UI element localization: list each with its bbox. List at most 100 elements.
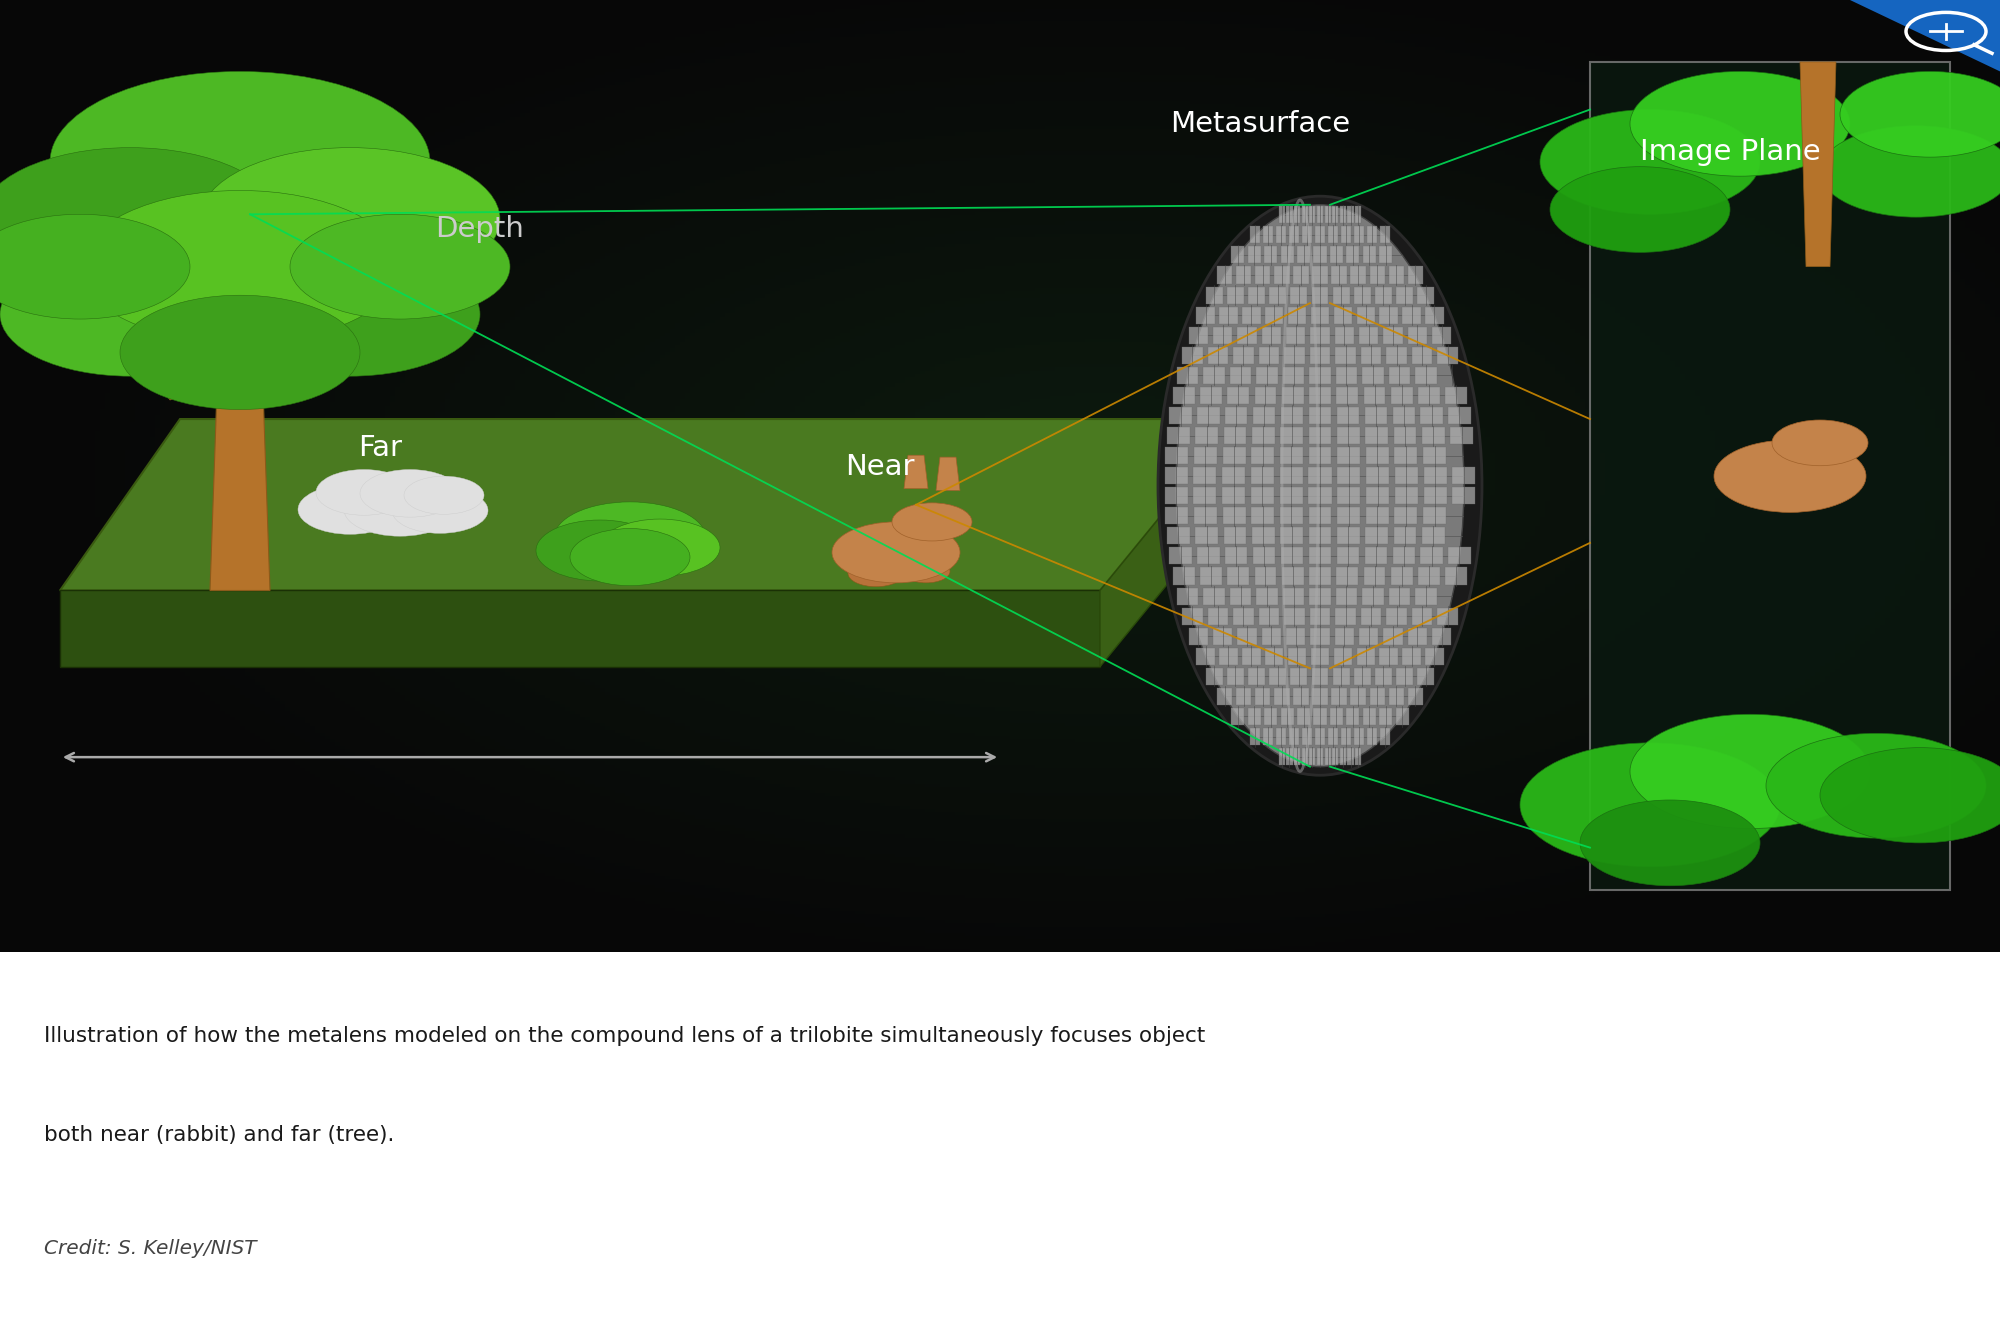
Bar — [1302, 729, 1312, 745]
Bar — [1336, 587, 1358, 605]
Bar — [1254, 408, 1276, 424]
Bar — [1332, 206, 1338, 224]
Bar — [1252, 507, 1274, 525]
Bar — [1284, 607, 1304, 625]
Bar — [1316, 206, 1324, 224]
Circle shape — [404, 476, 484, 514]
Bar — [1294, 266, 1308, 284]
Bar — [1242, 306, 1260, 324]
Text: Illustration of how the metalens modeled on the compound lens of a trilobite sim: Illustration of how the metalens modeled… — [44, 1026, 1206, 1046]
Bar — [1252, 428, 1274, 444]
Bar — [1284, 346, 1304, 364]
Bar — [1426, 306, 1444, 324]
Bar — [1394, 527, 1416, 545]
Bar — [1282, 386, 1304, 404]
Bar — [1408, 627, 1428, 645]
Bar — [1336, 386, 1358, 404]
Bar — [1182, 607, 1202, 625]
Bar — [1394, 468, 1418, 485]
Bar — [1354, 729, 1364, 745]
Bar — [1258, 346, 1280, 364]
Bar — [1312, 667, 1328, 685]
Bar — [1422, 428, 1444, 444]
Bar — [1222, 468, 1246, 485]
Bar — [1278, 206, 1284, 224]
Bar — [1218, 266, 1232, 284]
Text: Image Plane: Image Plane — [1640, 139, 1820, 166]
Bar — [1412, 346, 1432, 364]
Bar — [1396, 667, 1414, 685]
Bar — [1376, 667, 1392, 685]
Bar — [1262, 627, 1282, 645]
Circle shape — [570, 529, 690, 586]
Bar — [1340, 226, 1352, 244]
Circle shape — [1630, 72, 1850, 176]
Bar — [1420, 547, 1442, 565]
Bar — [1310, 647, 1330, 665]
Bar — [1196, 428, 1218, 444]
Circle shape — [0, 214, 190, 320]
Bar — [1424, 488, 1446, 505]
Bar — [1394, 507, 1418, 525]
Circle shape — [298, 485, 402, 534]
Bar — [1390, 386, 1412, 404]
Bar — [1412, 607, 1432, 625]
Bar — [1314, 226, 1326, 244]
Bar — [1196, 306, 1214, 324]
Circle shape — [50, 72, 430, 252]
Circle shape — [832, 522, 960, 583]
Bar — [1310, 386, 1330, 404]
Bar — [1366, 428, 1388, 444]
Bar — [1394, 448, 1418, 464]
Bar — [1302, 749, 1308, 765]
Bar — [1170, 547, 1192, 565]
Bar — [1422, 527, 1444, 545]
Circle shape — [120, 296, 360, 409]
Circle shape — [1550, 166, 1730, 252]
Bar — [1366, 468, 1390, 485]
Polygon shape — [1850, 0, 2000, 72]
Bar — [1338, 488, 1360, 505]
Bar — [1286, 627, 1306, 645]
Circle shape — [600, 519, 720, 577]
Bar — [1164, 468, 1188, 485]
Bar — [1198, 408, 1220, 424]
Bar — [1356, 647, 1374, 665]
Bar — [1332, 749, 1338, 765]
Bar — [1362, 246, 1376, 264]
Bar — [1176, 587, 1198, 605]
Bar — [1258, 607, 1280, 625]
Bar — [1222, 448, 1246, 464]
Bar — [1224, 428, 1246, 444]
Bar — [1200, 386, 1222, 404]
Bar — [1338, 507, 1360, 525]
Bar — [1310, 587, 1330, 605]
Bar — [1380, 246, 1392, 264]
Bar — [1418, 386, 1440, 404]
Bar — [1332, 286, 1350, 304]
Bar — [1248, 286, 1264, 304]
Bar — [1204, 366, 1224, 384]
Bar — [1310, 326, 1330, 344]
Circle shape — [1580, 801, 1760, 886]
Bar — [1308, 468, 1332, 485]
Bar — [1350, 266, 1366, 284]
Bar — [1364, 567, 1386, 585]
Bar — [1176, 366, 1198, 384]
Bar — [1232, 246, 1244, 264]
Text: both near (rabbit) and far (tree).: both near (rabbit) and far (tree). — [44, 1124, 394, 1144]
Bar — [1254, 386, 1276, 404]
Bar — [1354, 286, 1370, 304]
Bar — [1402, 306, 1420, 324]
Bar — [1348, 206, 1354, 224]
Bar — [1380, 306, 1398, 324]
Bar — [1340, 749, 1346, 765]
Circle shape — [902, 559, 950, 583]
Bar — [1262, 729, 1274, 745]
Bar — [1336, 346, 1356, 364]
Bar — [1354, 667, 1370, 685]
Bar — [1364, 408, 1386, 424]
Bar — [1426, 647, 1444, 665]
Bar — [1206, 286, 1222, 304]
Bar — [1408, 687, 1422, 705]
